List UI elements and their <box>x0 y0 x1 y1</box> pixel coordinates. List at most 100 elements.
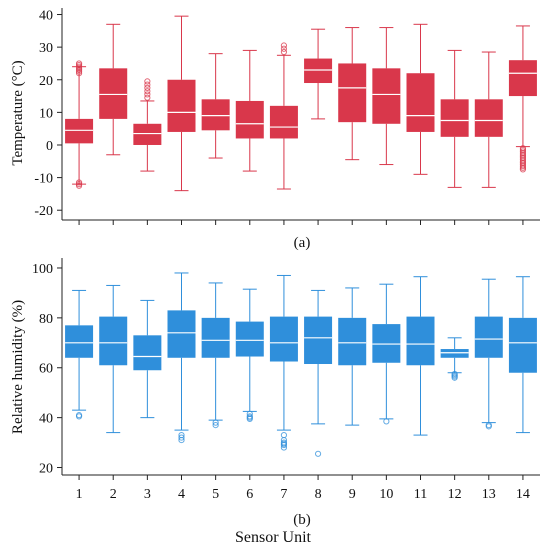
x-tick-label-humidity: 8 <box>315 487 322 502</box>
box-temperature-unit-8 <box>304 28 333 120</box>
y-tick-label-humidity: 100 <box>32 262 53 277</box>
y-tick-label-temperature: 10 <box>39 106 53 121</box>
outlier-point <box>280 45 288 52</box>
outlier-point <box>144 91 151 98</box>
iqr-box <box>474 99 503 137</box>
x-tick-label-humidity: 2 <box>110 487 117 502</box>
box-humidity-unit-11 <box>406 276 435 436</box>
outlier-point <box>75 179 83 186</box>
outlier-point <box>451 374 458 381</box>
iqr-box <box>269 316 298 362</box>
x-tick-label-humidity: 1 <box>76 487 83 502</box>
box-temperature-unit-14 <box>508 25 537 173</box>
outlier-point <box>144 84 151 92</box>
panel-label-b: (b) <box>293 512 311 528</box>
box-temperature-unit-4 <box>167 15 196 192</box>
x-tick-label-humidity: 14 <box>516 487 530 502</box>
x-axis-label-sensor-unit: Sensor Unit <box>235 529 312 546</box>
outlier-point <box>280 444 288 451</box>
box-humidity-unit-12 <box>440 337 469 381</box>
outlier-point <box>144 88 151 95</box>
iqr-box <box>167 310 196 358</box>
y-tick-label-temperature: 20 <box>39 74 53 89</box>
y-tick-label-temperature: -20 <box>34 204 53 219</box>
iqr-box <box>338 317 367 366</box>
iqr-box <box>65 118 94 144</box>
box-humidity-unit-1 <box>65 289 94 420</box>
iqr-box <box>304 58 333 84</box>
box-humidity-unit-2 <box>99 284 128 434</box>
box-temperature-unit-6 <box>235 49 264 172</box>
x-tick-label-humidity: 6 <box>246 487 253 502</box>
x-tick-label-humidity: 9 <box>349 487 356 502</box>
box-temperature-unit-13 <box>474 51 503 188</box>
x-tick-label-humidity: 5 <box>212 487 219 502</box>
box-humidity-unit-13 <box>474 278 503 430</box>
box-temperature-unit-9 <box>338 27 367 161</box>
iqr-box <box>440 349 469 358</box>
box-humidity-unit-4 <box>167 272 196 444</box>
outlier-point <box>144 94 151 101</box>
panel-temperature: Temperature (°C) (a) -20 -10 0 10 20 30 40 <box>10 8 540 251</box>
box-temperature-unit-11 <box>406 23 435 175</box>
outlier-point <box>212 422 219 429</box>
y-tick-label-humidity: 60 <box>39 362 53 377</box>
iqr-box <box>304 316 333 365</box>
outlier-point <box>485 423 492 430</box>
x-tick-label-humidity: 12 <box>448 487 462 502</box>
iqr-box <box>338 63 367 123</box>
x-tick-label-humidity: 7 <box>280 487 287 502</box>
x-tick-label-humidity: 4 <box>178 487 185 502</box>
iqr-box <box>235 321 264 357</box>
box-humidity-unit-3 <box>133 299 162 419</box>
outlier-point <box>280 431 288 439</box>
box-temperature-unit-1 <box>65 60 94 189</box>
iqr-box <box>65 325 94 358</box>
outlier-point <box>280 48 288 56</box>
outlier-point <box>280 42 288 49</box>
iqr-box <box>406 73 435 132</box>
box-humidity-unit-8 <box>304 289 333 457</box>
outlier-point <box>383 418 390 425</box>
box-humidity-unit-5 <box>201 282 230 429</box>
iqr-box <box>269 105 298 139</box>
y-tick-label-temperature: -10 <box>34 172 53 187</box>
y-tick-label-temperature: 30 <box>39 41 53 56</box>
panel-label-a: (a) <box>294 235 311 251</box>
iqr-box <box>508 317 537 373</box>
y-tick-label-humidity: 40 <box>39 412 53 427</box>
outlier-point <box>75 413 83 420</box>
iqr-box <box>440 99 469 137</box>
outlier-point <box>246 415 253 422</box>
y-axis-label-humidity: Relative humidity (%) <box>10 300 26 434</box>
iqr-box <box>235 100 264 139</box>
iqr-box <box>201 317 230 358</box>
iqr-box <box>133 123 162 145</box>
y-tick-label-temperature: 0 <box>46 139 53 154</box>
outlier-point <box>178 436 185 444</box>
iqr-box <box>99 68 128 119</box>
outlier-point <box>280 441 288 449</box>
y-axis-label-temperature: Temperature (°C) <box>10 60 26 165</box>
y-tick-label-temperature: 40 <box>39 9 53 24</box>
iqr-box <box>99 316 128 366</box>
x-tick-label-humidity: 11 <box>414 487 427 502</box>
x-tick-label-humidity: 3 <box>144 487 151 502</box>
box-humidity-unit-10 <box>372 283 401 425</box>
iqr-box <box>406 316 435 366</box>
box-humidity-unit-6 <box>235 288 264 422</box>
box-temperature-unit-10 <box>372 27 401 166</box>
outlier-point <box>144 81 151 88</box>
box-humidity-unit-14 <box>508 276 537 434</box>
box-temperature-unit-2 <box>99 23 128 156</box>
box-temperature-unit-7 <box>269 42 298 190</box>
box-humidity-unit-7 <box>269 274 298 451</box>
box-temperature-unit-12 <box>440 49 469 188</box>
outlier-point <box>314 450 322 457</box>
x-tick-label-humidity: 13 <box>482 487 496 502</box>
iqr-box <box>372 324 401 363</box>
box-temperature-unit-3 <box>133 78 162 172</box>
y-tick-label-humidity: 20 <box>39 462 53 477</box>
